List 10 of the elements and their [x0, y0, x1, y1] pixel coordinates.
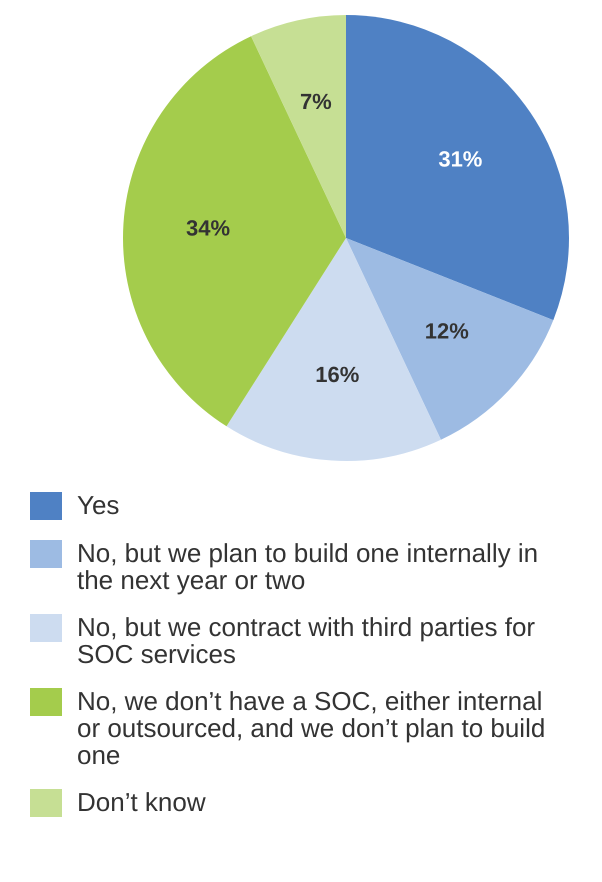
data-label: 16% [315, 362, 360, 388]
legend-label: No, we don’t have a SOC, either internal or outsourced, and we don’t plan to build one [77, 686, 546, 770]
legend-label: No, but we contract with third parties for SOC services [77, 612, 536, 669]
data-label: 34% [186, 215, 230, 240]
data-label: 31% [438, 146, 482, 172]
legend-label: No, but we plan to build one internally in the next year or two [77, 538, 540, 595]
legend-label: Yes [77, 490, 120, 520]
data-label: 12% [424, 318, 469, 344]
legend-label: Don’t know [77, 787, 207, 817]
data-label: 7% [300, 89, 332, 114]
